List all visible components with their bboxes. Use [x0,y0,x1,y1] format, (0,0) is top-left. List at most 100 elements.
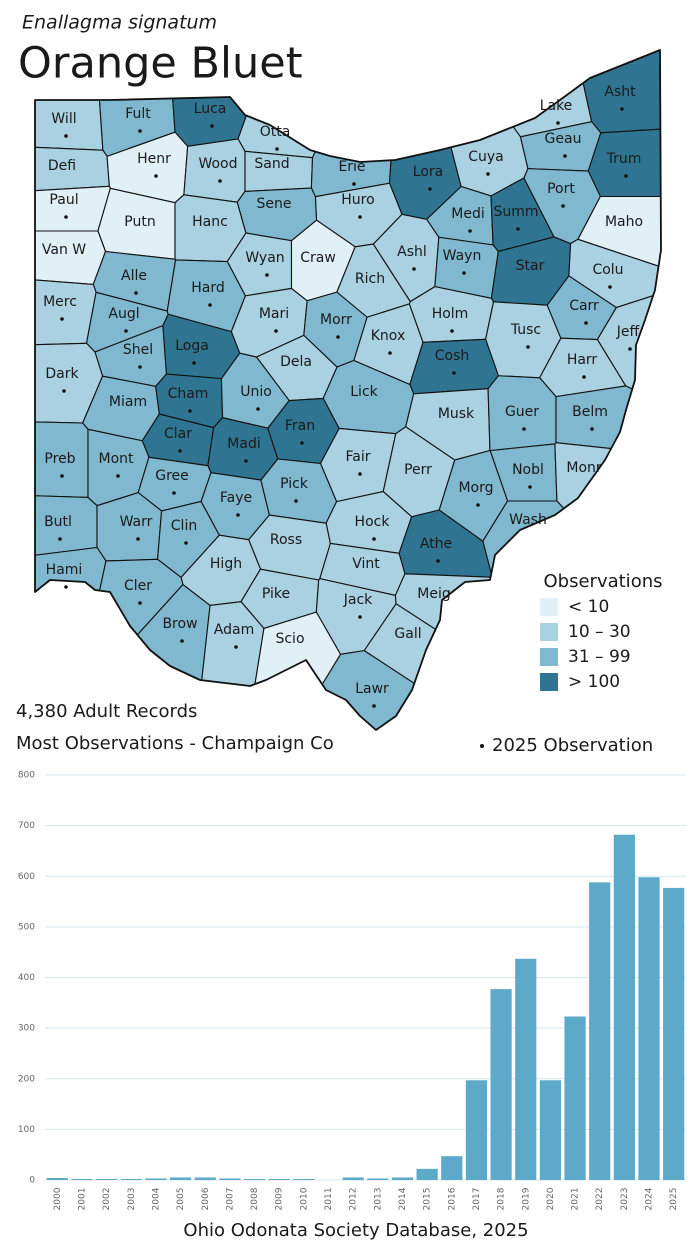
county-label: Jack [343,592,373,608]
county-label: Warr [120,514,153,530]
county-label: Ross [270,532,302,548]
county-label: Hock [355,514,391,530]
county-label: Adam [214,622,254,638]
county-label: Port [547,181,575,197]
county-label: Miam [109,394,147,410]
x-tick-label: 2012 [349,1188,359,1211]
observation-dot [192,361,196,365]
legend-swatch [540,648,558,666]
county-label: Colu [592,262,623,278]
county-label: Maho [605,214,643,230]
observation-dot [136,537,140,541]
county-label: Mari [259,306,289,322]
observation-dot [628,347,632,351]
county-label: Monr [566,460,602,476]
county-label: Cosh [435,348,470,364]
observation-dot [64,134,68,138]
county-label: Clin [171,518,197,534]
county-label: Geau [545,131,582,147]
observation-dot [412,267,416,271]
x-tick-label: 2013 [373,1188,383,1211]
county-label: Paul [49,192,78,208]
county-label: Tusc [510,322,541,338]
county-label: Craw [300,250,336,266]
bar [46,1177,68,1180]
bar-chart: 0 100 200 300 400 500 600 700 800 2000 2001 2002 200… [18,771,686,1211]
county-label: Carr [569,298,599,314]
bar [490,989,512,1180]
county-label: Athe [420,536,452,552]
county-label: Preb [44,451,75,467]
observation-dot [178,449,182,453]
bar [441,1156,463,1180]
county [408,286,495,343]
county-label: Ashl [397,244,427,260]
county-label: Lora [413,164,443,180]
records: 4,380 Adult Records [16,701,197,722]
legend-swatch [540,598,558,616]
x-tick-label: 2021 [571,1188,581,1211]
county-label: Wash [509,512,547,528]
observation-dot [452,371,456,375]
observation-dot [516,227,520,231]
observation-dot [138,129,142,133]
x-tick-label: 2009 [275,1187,285,1210]
observation-dot [234,645,238,649]
observation-dot [584,321,588,325]
county-label: Unio [240,384,272,400]
county-label: Pike [262,586,290,602]
bar [342,1177,364,1180]
county-label: Luca [194,101,227,117]
county-label: Clar [164,426,192,442]
county-label: Loga [175,338,209,354]
observation-dot [522,427,526,431]
bar [589,882,611,1180]
county-label: Erie [338,159,365,175]
x-tick-label: 2008 [250,1187,260,1210]
observation-dot [208,303,212,307]
bar [293,1178,315,1180]
observation-dot [154,174,158,178]
observation-dot [526,345,530,349]
observation-dot [372,704,376,708]
x-tick-label: 2018 [497,1187,507,1210]
bar [219,1178,241,1180]
observation-dot [450,329,454,333]
y-tick-label: 700 [18,821,35,831]
x-tick-label: 2011 [324,1188,334,1211]
county-label: Medi [451,206,484,222]
y-tick-label: 600 [18,872,35,882]
observation-dot [124,329,128,333]
observation-dot [58,537,62,541]
x-tick-label: 2007 [225,1188,235,1211]
bar [515,958,537,1180]
county-label: Brow [162,616,197,632]
observation-dot [358,615,362,619]
county-label: Alle [121,268,147,284]
county-label: Putn [124,214,155,230]
title: Orange Bluet [18,39,303,89]
x-tick-label: 2017 [472,1188,482,1211]
map: Will Fult Luca Otta Lake Asht Defi Henr Wood Sand… [34,49,662,731]
county-label: Wayn [443,248,482,264]
county-label: Defi [48,158,76,174]
y-tick-label: 100 [18,1125,35,1135]
observation-dot [138,601,142,605]
observation-dot [236,513,240,517]
bar [613,834,635,1180]
observation-dot [561,204,565,208]
legend: < 10 10 – 30 31 – 99 > 100 [540,597,631,692]
bar [96,1178,118,1180]
bar [416,1168,438,1180]
x-tick-label: 2004 [151,1187,161,1210]
county-label: Hard [191,280,225,296]
observation-dot [60,317,64,321]
county-label: Gree [155,468,189,484]
x-tick-label: 2003 [127,1188,137,1211]
county-label: Augl [108,306,139,322]
observation-dot [64,585,68,589]
bar [120,1178,142,1180]
bar [564,1016,586,1180]
observation-dot [265,273,269,277]
